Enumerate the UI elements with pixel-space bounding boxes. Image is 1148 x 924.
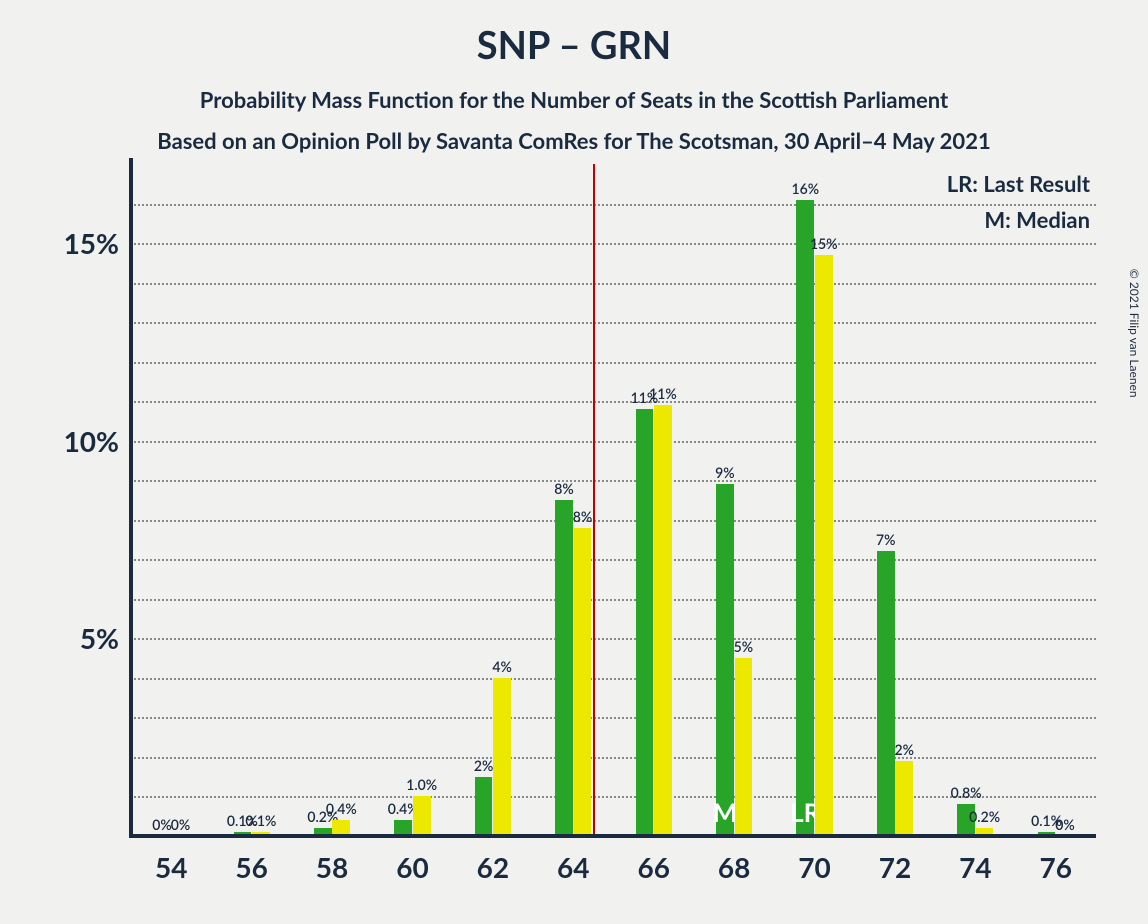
gridline-minor	[131, 480, 1096, 482]
x-axis-label: 54	[155, 836, 187, 884]
copyright-text: © 2021 Filip van Laenen	[1127, 269, 1142, 398]
bar-label: 9%	[715, 464, 734, 484]
bar-label: 11%	[649, 385, 677, 405]
bar-label: 7%	[876, 531, 895, 551]
bar-label: 8%	[573, 508, 592, 528]
bar-label: 0.1%	[245, 812, 276, 832]
gridline-minor	[131, 520, 1096, 522]
x-axis-label: 76	[1040, 836, 1072, 884]
x-axis-label: 68	[718, 836, 750, 884]
gridline-minor	[131, 322, 1096, 324]
bar-label: 5%	[734, 638, 753, 658]
y-axis-label: 5%	[80, 621, 131, 655]
bar-y: 4%	[493, 678, 511, 836]
bar-label: 0%	[152, 816, 171, 836]
bar-y: 5%	[735, 658, 753, 836]
gridline-minor	[131, 283, 1096, 285]
bar-label: 0.2%	[969, 808, 1000, 828]
chart-title: SNP – GRN	[0, 0, 1148, 68]
y-axis-label: 15%	[64, 226, 131, 260]
bar-y: 8%	[574, 528, 592, 836]
x-axis-label: 70	[798, 836, 830, 884]
bar-g: 16%LR	[796, 200, 814, 836]
x-axis-label: 66	[637, 836, 669, 884]
gridline-minor	[131, 757, 1096, 759]
gridline-major	[131, 638, 1096, 640]
gridline-minor	[131, 717, 1096, 719]
bar-label: 0.4%	[326, 800, 357, 820]
bar-g: 11%	[636, 409, 654, 836]
y-axis	[129, 158, 133, 836]
bar-y: 11%	[654, 405, 672, 836]
gridline-major	[131, 243, 1096, 245]
bar-y: 1.0%	[413, 796, 431, 836]
bar-label: 0.8%	[951, 784, 982, 804]
bar-label: 1.0%	[406, 776, 437, 796]
annotation-m: M	[713, 796, 738, 828]
gridline-minor	[131, 599, 1096, 601]
bar-label: 16%	[791, 180, 819, 200]
bar-g: 9%M	[716, 484, 734, 836]
bar-label: 2%	[894, 741, 913, 761]
bar-y: 2%	[895, 761, 913, 836]
legend-lr: LR: Last Result	[947, 170, 1090, 197]
plot-area: 5%10%15%0%0%0.1%0.1%0.2%0.4%0.4%1.0%2%4%…	[131, 164, 1096, 836]
x-axis-label: 64	[557, 836, 589, 884]
x-axis-label: 60	[396, 836, 428, 884]
x-axis-label: 72	[879, 836, 911, 884]
gridline-minor	[131, 559, 1096, 561]
gridline-major	[131, 441, 1096, 443]
x-axis-label: 56	[235, 836, 267, 884]
reference-line	[593, 164, 595, 836]
gridline-minor	[131, 678, 1096, 680]
x-axis-label: 58	[316, 836, 348, 884]
legend-m: M: Median	[984, 206, 1090, 233]
bar-label: 4%	[492, 658, 511, 678]
bar-label: 0%	[171, 816, 190, 836]
x-axis-label: 62	[477, 836, 509, 884]
x-axis-label: 74	[959, 836, 991, 884]
chart-subtitle-2: Based on an Opinion Poll by Savanta ComR…	[0, 127, 1148, 154]
chart-subtitle-1: Probability Mass Function for the Number…	[0, 86, 1148, 113]
y-axis-label: 10%	[64, 424, 131, 458]
x-axis	[129, 834, 1096, 838]
gridline-minor	[131, 401, 1096, 403]
bar-y: 15%	[815, 255, 833, 836]
bar-g: 8%	[555, 500, 573, 836]
bar-label: 8%	[554, 480, 573, 500]
bar-g: 7%	[877, 551, 895, 836]
bar-label: 0%	[1055, 816, 1074, 836]
gridline-minor	[131, 204, 1096, 206]
bar-g: 2%	[475, 777, 493, 836]
bar-label: 15%	[810, 235, 838, 255]
gridline-minor	[131, 362, 1096, 364]
bar-label: 2%	[474, 757, 493, 777]
